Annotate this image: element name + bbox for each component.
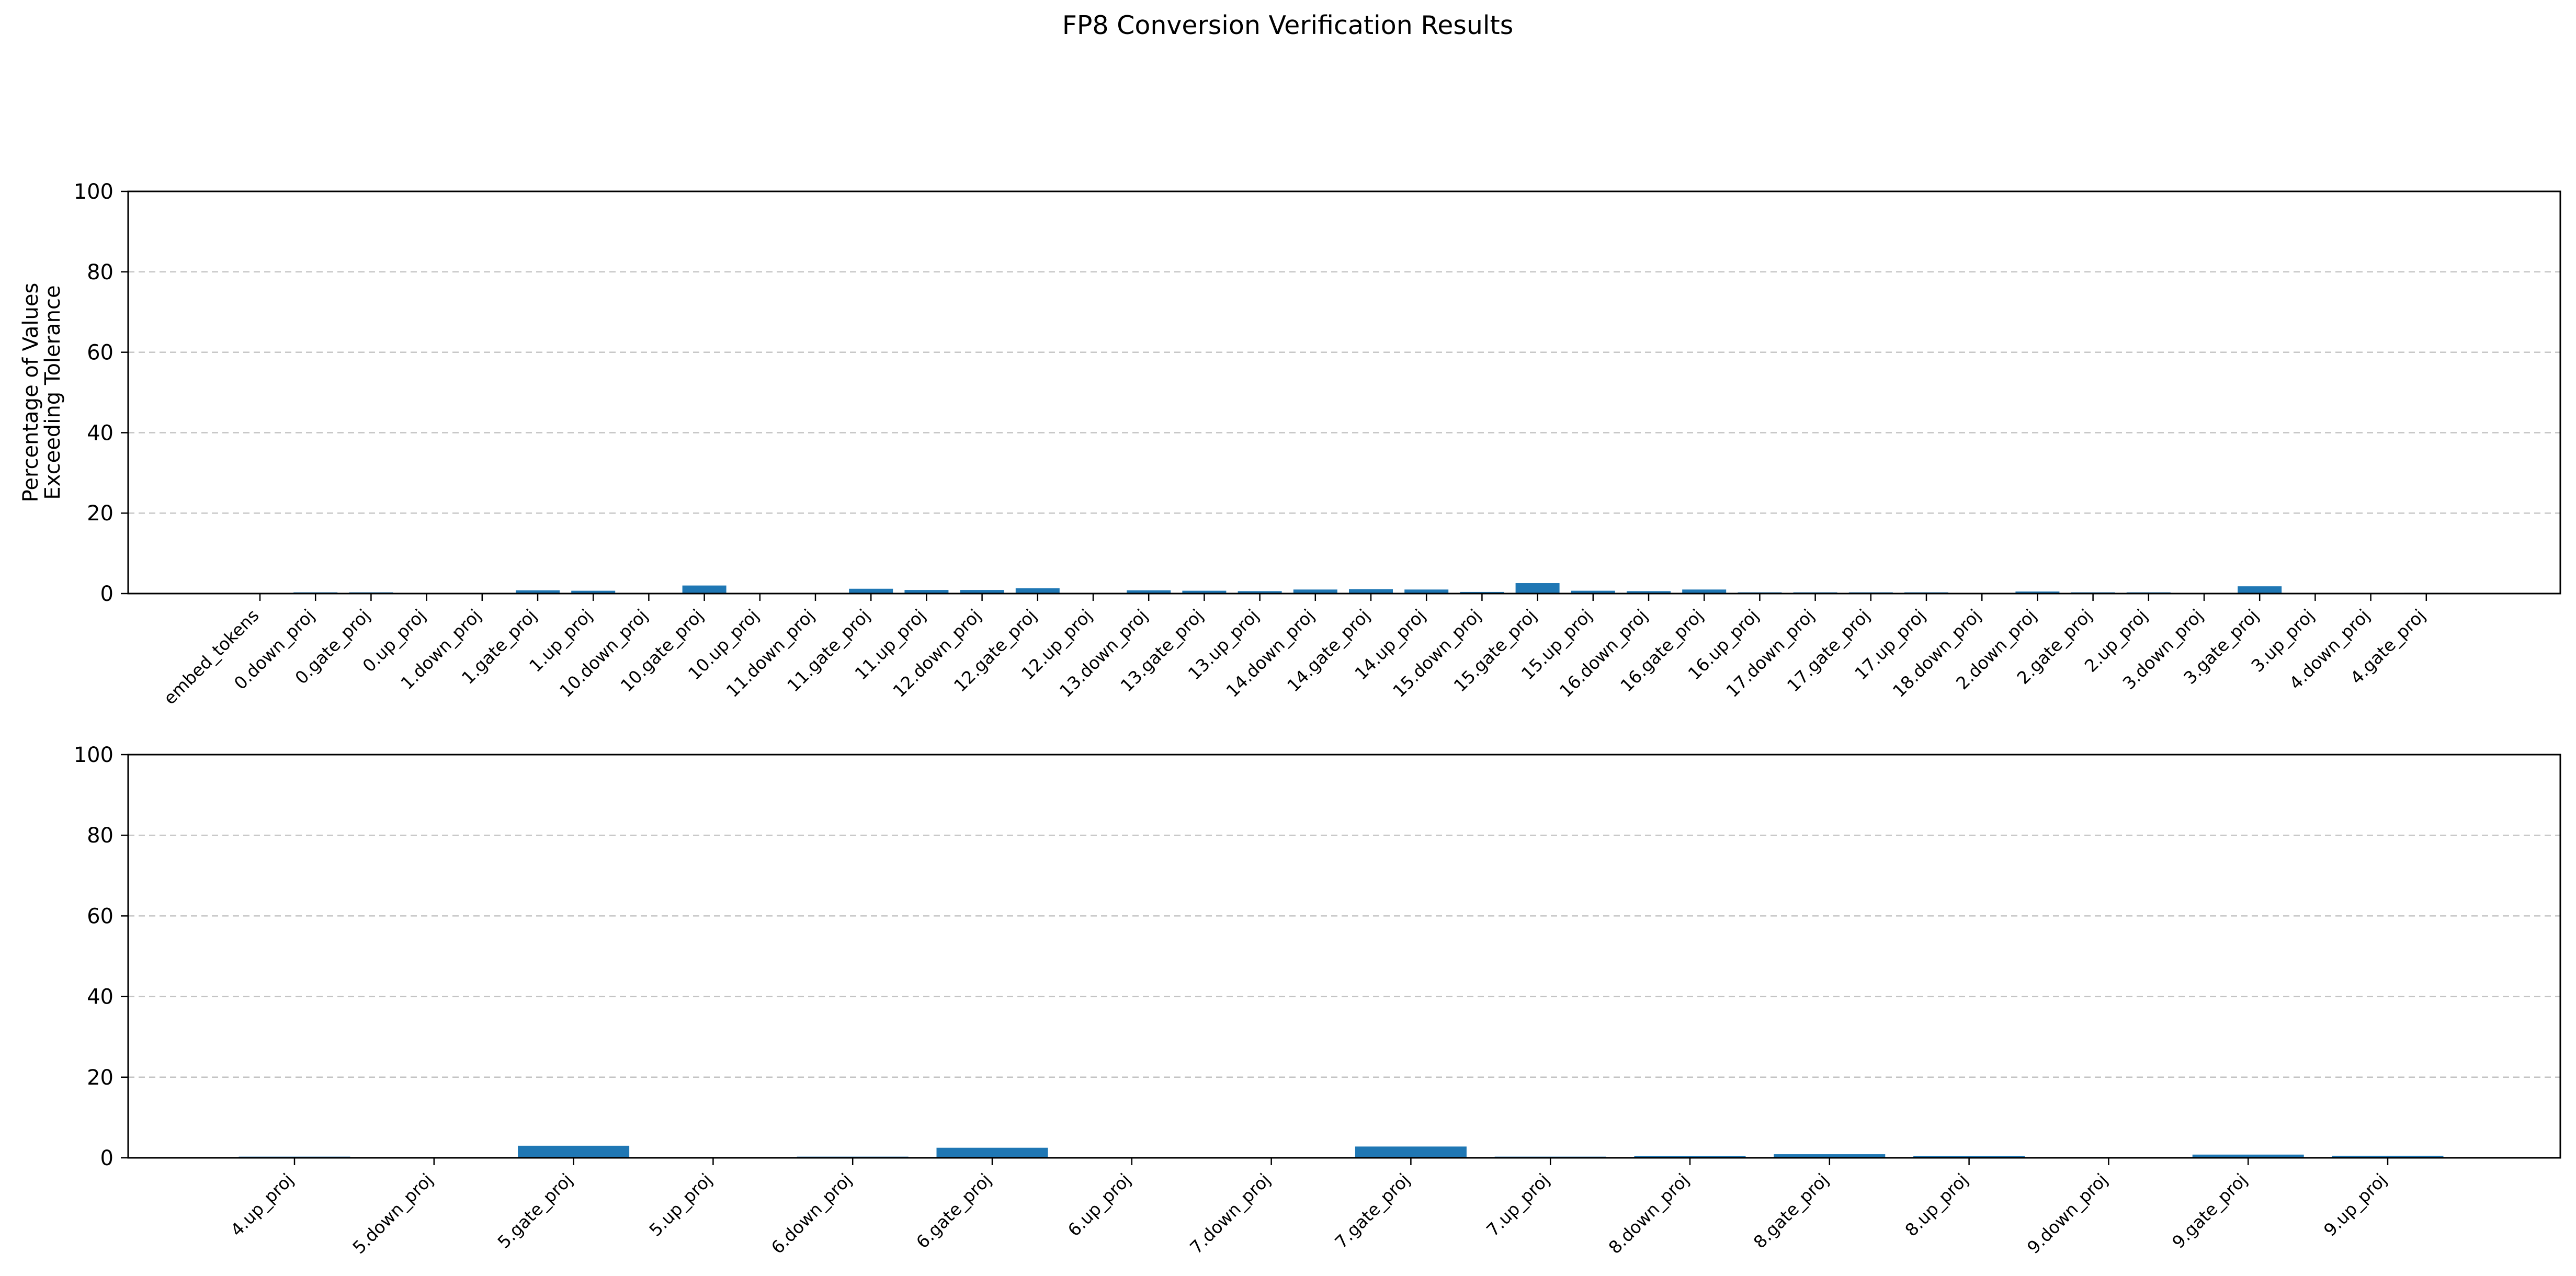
bar [2238, 586, 2282, 594]
bar [516, 590, 560, 594]
y-tick-label: 20 [87, 502, 114, 526]
y-axis-label: Percentage of ValuesExceeding Tolerance [19, 283, 65, 503]
y-tick-label: 80 [87, 260, 114, 284]
chart-title: FP8 Conversion Verification Results [1062, 10, 1514, 40]
bar [1627, 591, 1671, 594]
y-tick-label: 80 [87, 824, 114, 848]
bar [1634, 1156, 1746, 1158]
bar [904, 590, 949, 594]
y-axis-label-line: Exceeding Tolerance [41, 285, 65, 499]
bar [1460, 591, 1504, 594]
y-tick-label: 100 [74, 743, 114, 767]
bar [2192, 1154, 2304, 1158]
bar [1293, 589, 1337, 594]
y-tick-label: 60 [87, 904, 114, 928]
bar [1515, 583, 1560, 594]
bar [1355, 1146, 1467, 1158]
bar [518, 1145, 630, 1158]
bar [1182, 590, 1227, 594]
bar [1015, 588, 1060, 594]
y-tick-label: 20 [87, 1066, 114, 1090]
y-tick-label: 60 [87, 341, 114, 365]
y-tick-label: 40 [87, 985, 114, 1009]
y-tick-label: 100 [74, 180, 114, 204]
y-tick-label: 0 [100, 582, 114, 606]
bar [571, 590, 616, 594]
bar [1349, 589, 1393, 594]
bar [1913, 1156, 2025, 1158]
axes-frame [127, 754, 2561, 1159]
bar [1404, 589, 1449, 594]
bar [2332, 1156, 2444, 1158]
bar [1127, 590, 1171, 594]
y-tick-label: 40 [87, 421, 114, 445]
bar [682, 585, 727, 594]
bar [1238, 591, 1282, 594]
bar [1682, 589, 1727, 594]
y-tick-label: 0 [100, 1146, 114, 1170]
bar [1571, 590, 1615, 594]
axes-frame [127, 190, 2561, 595]
bar [936, 1147, 1048, 1158]
bar [1774, 1154, 1886, 1158]
bar [960, 590, 1004, 594]
bar [2015, 591, 2060, 594]
y-axis-label-line: Percentage of Values [19, 283, 43, 503]
bar [849, 588, 893, 594]
